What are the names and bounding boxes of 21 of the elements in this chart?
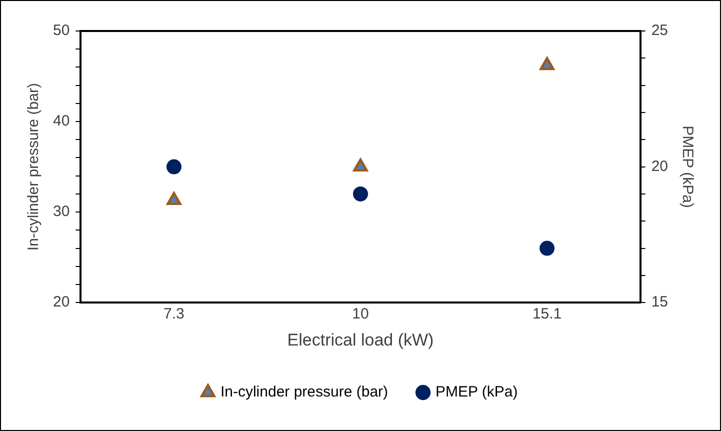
y-tick-label: 20 — [52, 294, 70, 311]
legend-label: PMEP (kPa) — [436, 384, 518, 401]
point — [540, 57, 554, 70]
y-tick-label: 50 — [52, 22, 70, 40]
y2-tick-label: 20 — [651, 158, 668, 175]
y2-axis-title: PMEP (kPa) — [678, 126, 696, 208]
x-tick-label: 7.3 — [164, 306, 184, 323]
y2-tick-label: 15 — [651, 294, 668, 311]
point — [540, 240, 555, 256]
y2-tick-label: 25 — [651, 22, 668, 40]
legend-label: In-cylinder pressure (bar) — [220, 384, 388, 401]
point — [353, 158, 368, 172]
x-axis-title: Electrical load (kW) — [287, 330, 434, 350]
point — [166, 159, 182, 174]
y-axis-title: In-cylinder pressure (bar) — [25, 83, 42, 251]
x-tick-label: 10 — [352, 306, 369, 323]
point — [353, 186, 368, 202]
y-tick-label: 30 — [52, 203, 70, 220]
y-tick-label: 40 — [52, 112, 70, 130]
x-tick-label: 15.1 — [532, 306, 562, 323]
point — [166, 192, 182, 206]
